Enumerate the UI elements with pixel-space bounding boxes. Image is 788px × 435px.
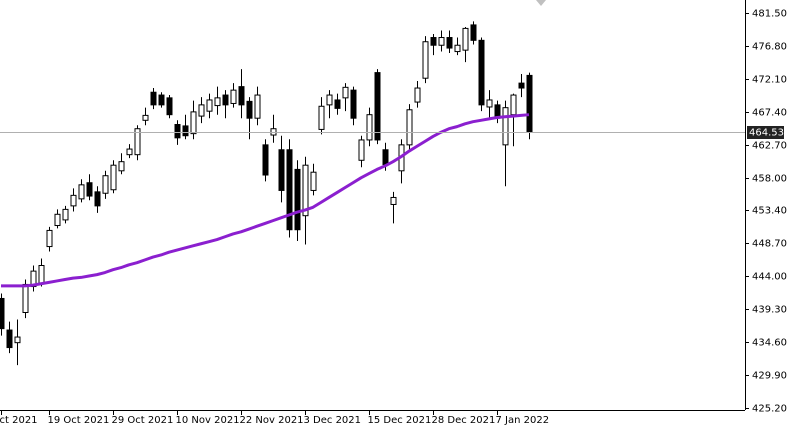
y-tick-label: 439.30 — [752, 305, 787, 316]
candle-body — [446, 37, 453, 49]
candle-body — [134, 128, 141, 156]
candle-body — [142, 114, 149, 121]
candle-body — [358, 139, 365, 161]
candle-body — [318, 105, 325, 130]
y-tick-label: 462.70 — [752, 141, 787, 152]
x-tick-label: 7 Jan 2022 — [496, 415, 550, 426]
candle-body — [6, 329, 13, 349]
candle-body — [158, 94, 165, 106]
candle-body — [502, 107, 509, 146]
candle-body — [222, 94, 229, 106]
candle-body — [102, 175, 109, 194]
candle-body — [342, 86, 349, 99]
candle-body — [286, 149, 293, 231]
candle-body — [94, 191, 101, 207]
candle-body — [70, 194, 77, 207]
candle-body — [206, 99, 213, 112]
candle-body — [262, 144, 269, 176]
candle-body — [230, 89, 237, 104]
candle-body — [110, 164, 117, 191]
candle-body — [350, 89, 357, 119]
y-tick-label: 429.90 — [752, 371, 787, 382]
y-tick-label: 481.50 — [752, 9, 787, 20]
y-tick-label: 467.40 — [752, 108, 787, 119]
candle-body — [430, 37, 437, 46]
candle-body — [470, 24, 477, 41]
y-tick-label: 458.00 — [752, 174, 787, 185]
candle-body — [478, 39, 485, 106]
x-tick-label: 3 Dec 2021 — [304, 415, 362, 426]
candle-body — [462, 27, 469, 51]
candle-body — [214, 97, 221, 107]
y-tick-label: 472.10 — [752, 75, 787, 86]
y-tick-label: 476.80 — [752, 42, 787, 53]
candle-body — [0, 297, 5, 330]
candle-body — [382, 149, 389, 165]
candle-body — [438, 37, 445, 46]
x-tick-label: 19 Oct 2021 — [48, 415, 110, 426]
y-tick-label: 444.00 — [752, 272, 787, 283]
candle-body — [518, 82, 525, 89]
candle-body — [390, 196, 397, 205]
candle-body — [166, 97, 173, 116]
candle-body — [334, 99, 341, 109]
candle-body — [510, 94, 517, 116]
y-tick-label: 448.70 — [752, 239, 787, 250]
candle-body — [14, 336, 21, 344]
candle-body — [414, 87, 421, 103]
candle-body — [182, 125, 189, 137]
candle-body — [54, 213, 61, 227]
candle-body — [78, 184, 85, 200]
candle-body — [302, 164, 309, 217]
candle-body — [62, 208, 69, 221]
candle-body — [246, 100, 253, 119]
x-tick-label: 10 Nov 2021 — [176, 415, 240, 426]
y-tick-label: 425.20 — [752, 404, 787, 415]
candle-body — [526, 74, 533, 133]
candle-body — [38, 265, 45, 284]
x-tick-label: 28 Dec 2021 — [432, 415, 496, 426]
candle-body — [86, 182, 93, 197]
candle-body — [118, 161, 125, 172]
candle-body — [294, 168, 301, 231]
x-tick-label: 15 Dec 2021 — [368, 415, 432, 426]
candle-body — [254, 94, 261, 119]
candle-body — [126, 148, 133, 156]
candle-body — [366, 114, 373, 141]
x-tick-label: 29 Oct 2021 — [112, 415, 174, 426]
candle-body — [198, 104, 205, 117]
candle-body — [374, 72, 381, 141]
y-tick-label: 434.60 — [752, 338, 787, 349]
candle-body — [238, 86, 245, 106]
last-price-label: 464.53 — [749, 128, 784, 139]
candle-body — [174, 124, 181, 139]
candle-body — [190, 111, 197, 135]
candle-body — [22, 283, 29, 313]
candle-body — [310, 171, 317, 191]
x-tick-label: ct 2021 — [0, 415, 38, 426]
x-tick-label: 22 Nov 2021 — [240, 415, 304, 426]
candle-body — [46, 229, 53, 248]
candle-body — [278, 149, 285, 191]
y-tick-label: 453.40 — [752, 206, 787, 217]
candle-body — [454, 44, 461, 53]
candle-body — [270, 128, 277, 136]
candle-body — [406, 109, 413, 146]
candle-body — [326, 94, 333, 106]
shift-marker — [536, 0, 546, 6]
candle-body — [486, 99, 493, 108]
candle-body — [150, 91, 157, 106]
candle-body — [422, 41, 429, 79]
last-price-box — [747, 126, 784, 139]
